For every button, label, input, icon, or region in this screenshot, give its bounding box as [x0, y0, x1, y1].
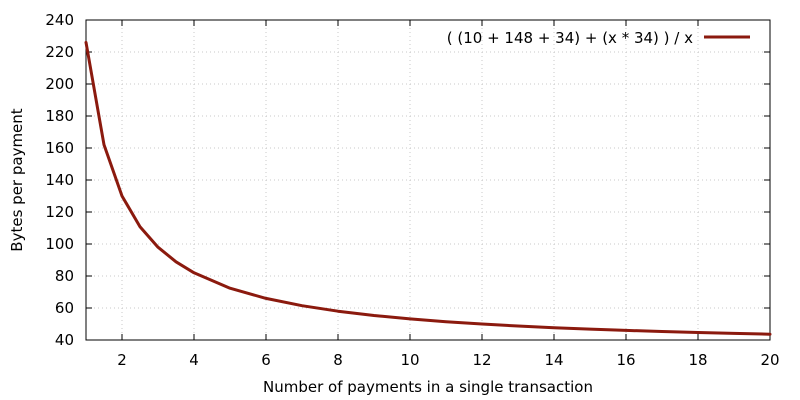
- x-tick-label: 20: [760, 351, 779, 369]
- y-tick-label: 240: [45, 11, 74, 29]
- y-tick-label: 140: [45, 171, 74, 189]
- y-tick-label: 220: [45, 43, 74, 61]
- x-axis-label: Number of payments in a single transacti…: [263, 378, 593, 396]
- plot-frame: [85, 19, 771, 341]
- axis-ticks: [86, 19, 771, 341]
- x-tick-label: 2: [117, 351, 127, 369]
- x-tick-label: 12: [472, 351, 491, 369]
- x-tick-label: 8: [333, 351, 343, 369]
- y-tick-label: 100: [45, 235, 74, 253]
- y-tick-label: 60: [55, 299, 74, 317]
- legend-label: ( (10 + 148 + 34) + (x * 34) ) / x: [447, 29, 693, 47]
- y-tick-label: 80: [55, 267, 74, 285]
- y-tick-label: 120: [45, 203, 74, 221]
- x-tick-label: 18: [688, 351, 707, 369]
- x-tick-label: 6: [261, 351, 271, 369]
- series-line: [84, 40, 772, 336]
- grid: [86, 20, 770, 340]
- x-tick-label: 14: [544, 351, 563, 369]
- y-axis-label: Bytes per payment: [8, 108, 26, 251]
- y-tick-label: 160: [45, 139, 74, 157]
- y-tick-label: 180: [45, 107, 74, 125]
- y-tick-label: 40: [55, 331, 74, 349]
- x-tick-label: 10: [400, 351, 419, 369]
- x-tick-label: 4: [189, 351, 199, 369]
- y-tick-label: 200: [45, 75, 74, 93]
- x-tick-label: 16: [616, 351, 635, 369]
- legend: ( (10 + 148 + 34) + (x * 34) ) / x: [447, 29, 750, 47]
- tick-labels: 2 4 6 8 10 12 14 16 18 20 40 60 80 100 120 140 160 180 200…: [45, 11, 779, 369]
- series-layer: [84, 40, 772, 336]
